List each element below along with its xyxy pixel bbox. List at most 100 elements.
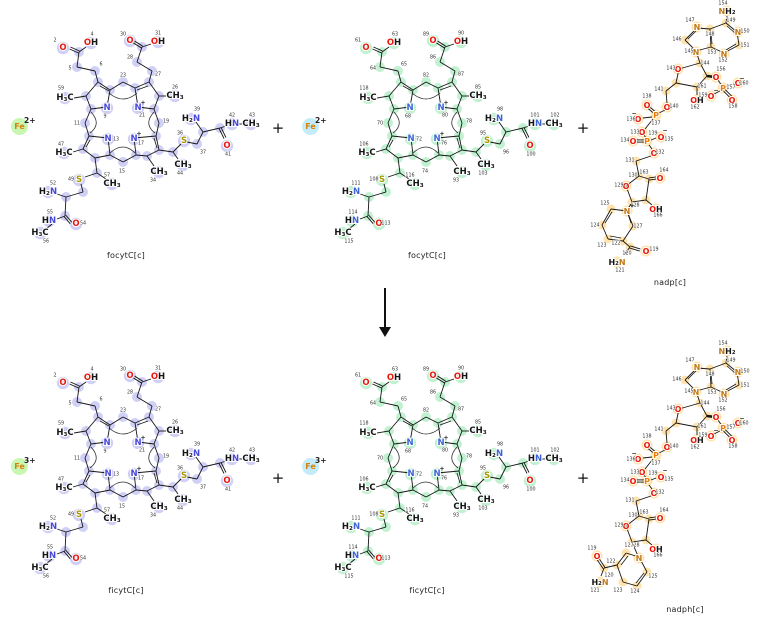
svg-text:113: 113: [381, 556, 390, 562]
svg-text:89: 89: [423, 32, 429, 38]
svg-text:149: 149: [726, 18, 735, 24]
svg-text:130: 130: [628, 173, 637, 179]
svg-text:CH3: CH3: [242, 119, 259, 129]
svg-text:152: 152: [718, 398, 727, 404]
svg-text:153: 153: [707, 390, 716, 396]
svg-text:124: 124: [590, 223, 599, 229]
svg-text:O: O: [644, 441, 651, 450]
svg-text:+: +: [439, 131, 444, 138]
svg-text:P: P: [720, 424, 726, 433]
svg-text:H3C: H3C: [334, 228, 351, 238]
svg-text:CH3: CH3: [469, 91, 486, 101]
svg-text:108: 108: [369, 512, 378, 518]
svg-text:125: 125: [600, 201, 609, 207]
fe-charge: 2+: [315, 116, 327, 125]
svg-text:2: 2: [53, 38, 56, 44]
svg-text:13: 13: [113, 137, 119, 143]
svg-text:19: 19: [163, 454, 169, 460]
svg-text:CH3: CH3: [150, 502, 167, 512]
svg-text:61: 61: [355, 373, 361, 379]
fe-symbol: Fe: [302, 458, 319, 475]
svg-text:157: 157: [726, 425, 735, 431]
svg-text:−: −: [713, 428, 718, 435]
svg-text:115: 115: [344, 574, 353, 580]
svg-text:115: 115: [344, 239, 353, 245]
svg-text:131: 131: [625, 498, 634, 504]
svg-text:158: 158: [728, 104, 737, 110]
svg-text:125: 125: [648, 574, 657, 580]
svg-text:OH: OH: [454, 372, 468, 382]
svg-text:O: O: [657, 514, 664, 523]
svg-text:N: N: [406, 438, 413, 448]
svg-text:O: O: [126, 371, 133, 381]
svg-text:21: 21: [139, 113, 145, 119]
svg-text:63: 63: [392, 367, 398, 373]
svg-text:85: 85: [475, 85, 481, 91]
svg-text:N: N: [104, 134, 111, 144]
svg-text:N: N: [735, 28, 742, 37]
svg-text:59: 59: [58, 86, 64, 92]
svg-text:O: O: [658, 473, 665, 482]
svg-text:P: P: [653, 111, 659, 120]
svg-text:151: 151: [740, 43, 749, 49]
svg-text:H2N: H2N: [342, 522, 360, 532]
svg-text:H3C: H3C: [358, 148, 375, 158]
svg-text:80: 80: [442, 113, 448, 119]
svg-text:136: 136: [626, 457, 635, 463]
svg-text:150: 150: [740, 29, 749, 35]
svg-text:OH: OH: [151, 372, 165, 382]
svg-text:34: 34: [150, 513, 156, 519]
svg-text:82: 82: [423, 73, 429, 79]
svg-text:74: 74: [422, 504, 428, 510]
svg-text:N: N: [735, 368, 742, 377]
svg-text:106: 106: [359, 477, 368, 483]
svg-text:163: 163: [639, 510, 648, 516]
svg-text:15: 15: [119, 504, 125, 510]
svg-text:H3C: H3C: [55, 483, 72, 493]
svg-text:70: 70: [377, 456, 383, 462]
svg-text:N: N: [134, 103, 141, 113]
svg-text:O: O: [126, 36, 133, 46]
svg-text:37: 37: [200, 485, 206, 491]
svg-text:O: O: [651, 149, 658, 158]
svg-text:132: 132: [655, 490, 664, 496]
svg-text:N: N: [437, 103, 444, 113]
molecule-label-nadp: nadp[c]: [653, 278, 687, 287]
svg-text:O: O: [362, 378, 369, 388]
svg-text:116: 116: [405, 508, 414, 514]
svg-text:CH3: CH3: [453, 502, 470, 512]
svg-text:161: 161: [697, 84, 706, 90]
svg-text:36: 36: [177, 131, 183, 137]
svg-text:P: P: [720, 84, 726, 93]
svg-text:101: 101: [530, 113, 539, 119]
svg-text:5: 5: [68, 66, 71, 72]
svg-text:OH: OH: [649, 205, 663, 214]
svg-text:5: 5: [68, 401, 71, 407]
svg-text:P: P: [653, 451, 659, 460]
svg-text:78: 78: [466, 454, 472, 460]
svg-text:162: 162: [690, 445, 699, 451]
svg-text:52: 52: [50, 181, 56, 187]
svg-text:154: 154: [718, 341, 727, 347]
svg-text:34: 34: [150, 178, 156, 184]
svg-text:O: O: [375, 219, 382, 229]
svg-text:H2N: H2N: [182, 449, 200, 459]
svg-text:−: −: [662, 128, 667, 135]
svg-text:31: 31: [155, 31, 161, 37]
svg-text:166: 166: [653, 213, 662, 219]
svg-text:HN: HN: [528, 119, 542, 129]
svg-text:HN: HN: [225, 454, 239, 464]
svg-text:141: 141: [654, 427, 663, 433]
svg-text:HN: HN: [42, 551, 56, 561]
svg-text:P: P: [644, 477, 650, 486]
svg-text:+: +: [140, 100, 145, 107]
svg-text:72: 72: [416, 137, 422, 143]
svg-text:100: 100: [526, 152, 535, 158]
svg-text:CH3: CH3: [103, 514, 120, 524]
svg-text:41: 41: [225, 152, 231, 158]
svg-text:11: 11: [74, 121, 80, 127]
svg-text:13: 13: [113, 472, 119, 478]
svg-text:+: +: [443, 435, 448, 442]
